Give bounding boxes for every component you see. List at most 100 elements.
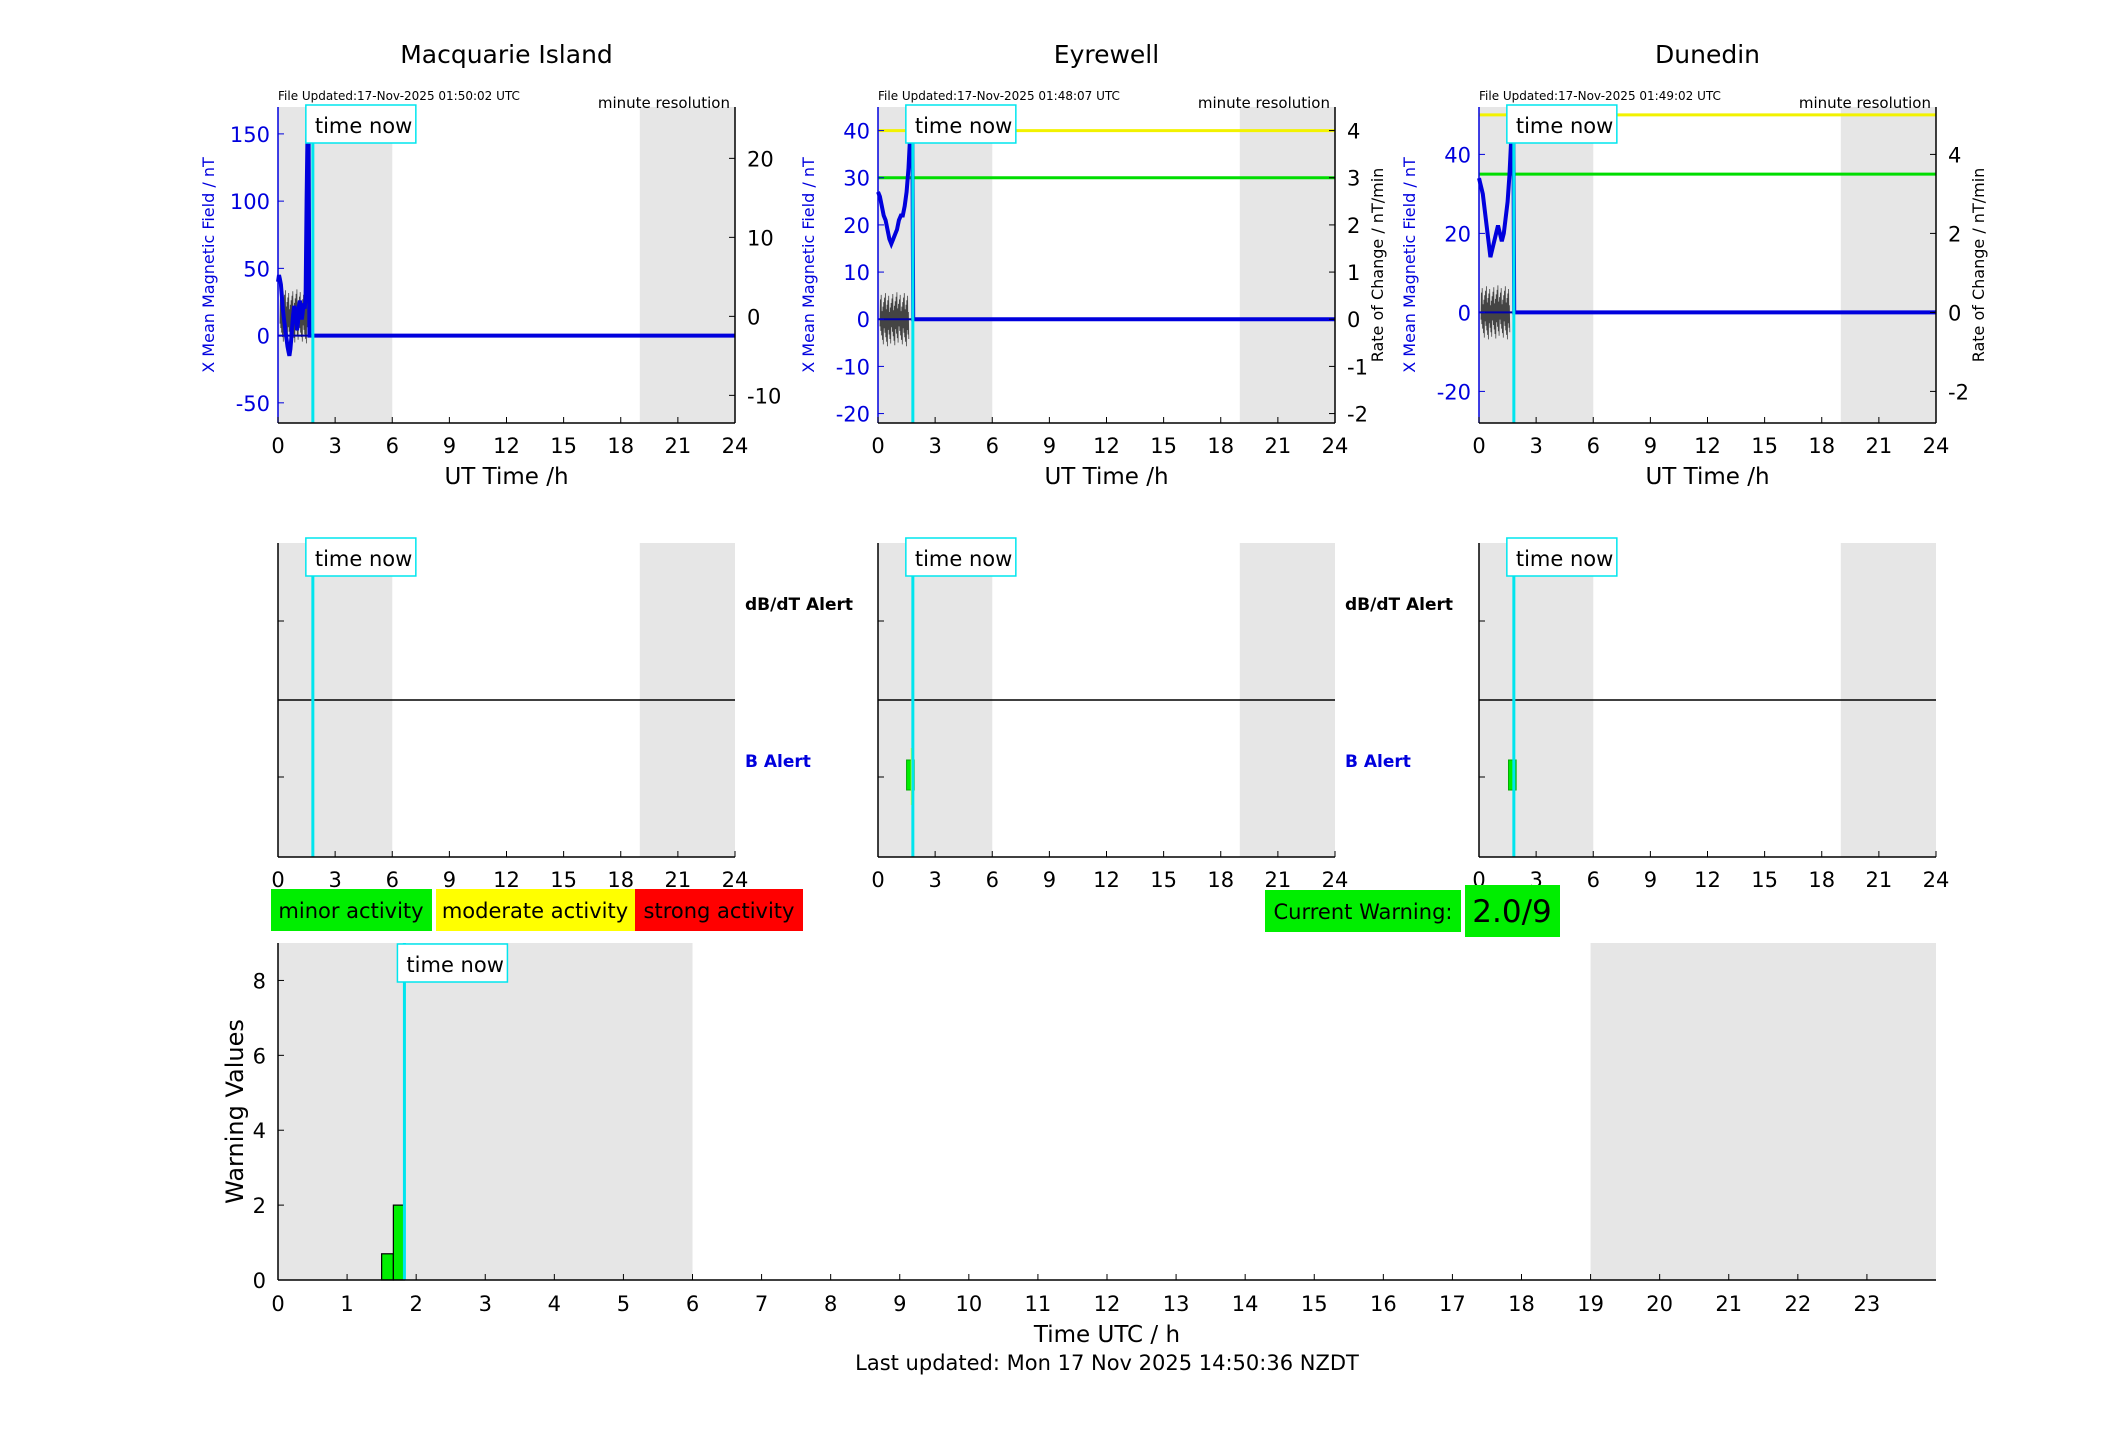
y-tick-label-right: -2 — [1347, 403, 1368, 427]
legend-minor-swatch — [271, 889, 432, 931]
x-tick-label: 5 — [617, 1292, 630, 1316]
x-tick-label: 7 — [755, 1292, 768, 1316]
file-updated-text: File Updated:17-Nov-2025 01:48:07 UTC — [878, 89, 1120, 103]
time-now-box — [396, 943, 509, 983]
time-now-label: time now — [1516, 114, 1613, 138]
station-title: Dunedin — [1655, 40, 1760, 69]
x-tick-label: 9 — [1043, 434, 1056, 458]
x-tick-label: 15 — [1751, 434, 1778, 458]
x-tick-label: 24 — [722, 434, 749, 458]
station-title: Macquarie Island — [400, 40, 613, 69]
y-axis-label-left: X Mean Magnetic Field / nT — [1400, 157, 1419, 373]
footer-last-updated: Last updated: Mon 17 Nov 2025 14:50:36 N… — [855, 1351, 1359, 1375]
x-tick-label: 2 — [409, 1292, 422, 1316]
time-now-box — [1506, 104, 1618, 144]
x-tick-label: 9 — [443, 868, 456, 892]
x-tick-label: 12 — [1093, 868, 1120, 892]
time-now-box — [905, 537, 1017, 577]
x-tick-label: 18 — [607, 434, 634, 458]
station-title: Eyrewell — [1054, 40, 1159, 69]
current-warning-value: 2.0/9 — [1472, 894, 1551, 930]
x-tick-label: 24 — [1322, 434, 1349, 458]
alert-panel-0: time now 0 3 6 9 12 15 18 21 24 dB/dT Alert B Alert — [271, 537, 853, 892]
x-tick-label: 6 — [386, 434, 399, 458]
y-tick-label-left: 30 — [843, 167, 870, 191]
time-now-label: time now — [915, 547, 1012, 571]
x-tick-label: 22 — [1784, 1292, 1811, 1316]
current-warning: Current Warning: 2.0/9 — [1265, 885, 1560, 937]
x-tick-label: 6 — [1587, 868, 1600, 892]
x-tick-label: 21 — [1715, 1292, 1742, 1316]
x-tick-label: 15 — [550, 868, 577, 892]
y-tick-label-left: 0 — [1458, 301, 1471, 325]
night-band — [1840, 107, 1936, 423]
x-tick-label: 18 — [1808, 434, 1835, 458]
x-tick-label: 0 — [871, 868, 884, 892]
y-tick-label-right: 0 — [1347, 308, 1360, 332]
resolution-text: minute resolution — [1198, 94, 1330, 112]
x-tick-label: 24 — [1322, 868, 1349, 892]
x-tick-label: 18 — [1808, 868, 1835, 892]
x-tick-label: 12 — [1094, 1292, 1121, 1316]
y-tick-label-right: -10 — [747, 384, 781, 408]
file-updated-text: File Updated:17-Nov-2025 01:49:02 UTC — [1479, 89, 1721, 103]
x-tick-label: 0 — [871, 434, 884, 458]
x-tick-label: 6 — [986, 434, 999, 458]
y-tick-label-left: -50 — [236, 392, 270, 416]
x-tick-label: 12 — [1694, 868, 1721, 892]
night-band — [1590, 943, 1936, 1280]
b-alert-label: B Alert — [1345, 752, 1411, 772]
x-tick-label: 12 — [1093, 434, 1120, 458]
x-tick-label: 15 — [1150, 434, 1177, 458]
time-now-label: time now — [1516, 547, 1613, 571]
x-tick-label: 12 — [493, 868, 520, 892]
x-tick-label: 11 — [1025, 1292, 1052, 1316]
b-alert-bar — [1508, 759, 1517, 791]
y-tick-label-left: 40 — [843, 120, 870, 144]
x-tick-label: 4 — [548, 1292, 561, 1316]
y-tick-label-left: -10 — [836, 355, 870, 379]
x-tick-label: 0 — [1472, 434, 1485, 458]
time-now-box — [905, 104, 1017, 144]
x-field-series — [276, 106, 735, 357]
x-tick-label: 21 — [1866, 868, 1893, 892]
warning-bar — [381, 1253, 394, 1281]
dbdt-alert-label: dB/dT Alert — [1345, 595, 1453, 615]
x-tick-label: 10 — [955, 1292, 982, 1316]
x-tick-label: 3 — [1529, 434, 1542, 458]
x-tick-label: 21 — [1265, 868, 1292, 892]
x-tick-label: 3 — [479, 1292, 492, 1316]
y-tick-label-right: 4 — [1347, 120, 1360, 144]
x-tick-label: 8 — [824, 1292, 837, 1316]
y-tick-label: 2 — [253, 1194, 266, 1218]
x-tick-label: 21 — [665, 868, 692, 892]
x-tick-label: 3 — [928, 868, 941, 892]
y-tick-label-left: -20 — [836, 403, 870, 427]
x-tick-label: 21 — [1265, 434, 1292, 458]
x-tick-label: 24 — [1923, 434, 1950, 458]
x-tick-label: 24 — [722, 868, 749, 892]
x-tick-label: 9 — [893, 1292, 906, 1316]
night-band — [639, 107, 735, 423]
x-tick-label: 6 — [386, 868, 399, 892]
x-tick-label: 15 — [1150, 868, 1177, 892]
time-now-box — [1506, 537, 1618, 577]
y-tick-label-right: 3 — [1347, 167, 1360, 191]
x-tick-label: 9 — [1043, 868, 1056, 892]
x-tick-label: 0 — [271, 434, 284, 458]
dbdt-alert-label: dB/dT Alert — [745, 595, 853, 615]
x-tick-label: 23 — [1854, 1292, 1881, 1316]
y-tick-label: 8 — [253, 969, 266, 993]
x-tick-label: 6 — [1587, 434, 1600, 458]
y-tick-label-left: 10 — [843, 261, 870, 285]
x-tick-label: 18 — [1207, 868, 1234, 892]
time-now-box — [305, 104, 417, 144]
y-tick-label-left: 50 — [243, 257, 270, 281]
x-tick-label: 6 — [986, 868, 999, 892]
x-tick-label: 20 — [1646, 1292, 1673, 1316]
x-axis-label: Time UTC / h — [1033, 1322, 1180, 1348]
night-band — [1239, 107, 1335, 423]
x-tick-label: 21 — [1866, 434, 1893, 458]
x-tick-label: 19 — [1577, 1292, 1604, 1316]
